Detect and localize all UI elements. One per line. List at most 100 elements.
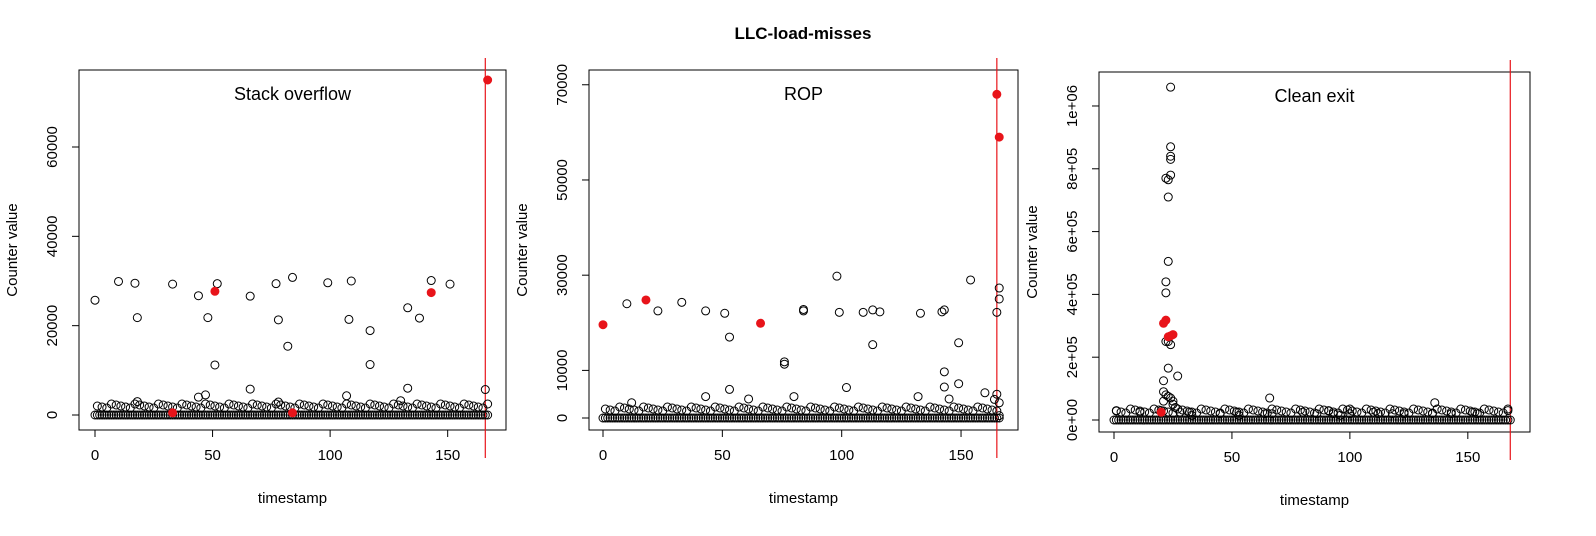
chart-0-point [149,410,159,420]
chart-1-point [872,413,882,423]
chart-0-point [278,410,288,420]
chart-2-point [1503,415,1513,425]
chart-0-point [391,410,401,420]
chart-0-point [102,410,112,420]
chart-2-point [1371,415,1381,425]
chart-2-point [1484,415,1494,425]
chart-1-point [994,294,1004,304]
chart-1-point [760,413,770,423]
chart-2-point [1489,415,1499,425]
chart-1-point [915,405,925,415]
chart-2-y-tick-label: 1e+06 [1064,85,1081,127]
chart-1-point [643,413,653,423]
chart-0-point [250,410,260,420]
chart-1-point [710,413,720,423]
chart-1-point [779,357,789,367]
chart-1-point [865,413,875,423]
chart-2-point [1187,407,1197,417]
chart-1-point [863,404,873,414]
chart-1-point [720,413,730,423]
chart-2-point [1343,415,1353,425]
chart-1-point [815,413,825,423]
chart-1-point [767,413,777,423]
chart-1-point [677,405,687,415]
panel-clean-exit: Clean exit 0 50 100 150 timestamp 0e+00 2e+05 4e… [1024,60,1531,509]
chart-2-point [1470,407,1480,417]
chart-0-point [396,396,406,406]
chart-1-point [777,413,787,423]
chart-2-point [1300,415,1310,425]
chart-2-point [1163,192,1173,202]
chart-0-point [374,410,384,420]
chart-1-y-tick-label: 70000 [554,64,571,106]
chart-1-point [837,413,847,423]
chart-2-point [1319,405,1329,415]
chart-2-x-tick-label: 50 [1224,449,1241,466]
chart-0-point [201,399,211,409]
chart-0-point [280,401,290,411]
chart-2-point [1201,415,1211,425]
chart-2-x-tick-label: 0 [1110,449,1118,466]
chart-0-point [116,401,126,411]
chart-1-point [605,405,615,415]
chart-1-point [992,413,1002,423]
chart-1-point [791,413,801,423]
chart-2-point [1203,415,1213,425]
chart-1-point [892,405,902,415]
chart-2-point [1432,404,1442,414]
chart-2-point [1173,415,1183,425]
chart-0-point [299,410,309,420]
chart-0-point [370,400,380,410]
chart-2-point [1255,415,1265,425]
chart-1-point [944,394,954,404]
chart-2-point [1192,415,1202,425]
chart-1-point [853,413,863,423]
chart-0-point [417,410,427,420]
chart-0-point [426,276,436,286]
chart-0-point [422,410,432,420]
panel-rop: ROP 0 50 100 150 timestamp 0 10000 30000 50000 700… [514,58,1019,507]
chart-2-point [1295,415,1305,425]
chart-0-point [182,400,192,410]
chart-0-point [186,401,196,411]
chart-2-point [1439,415,1449,425]
chart-2-point [1366,405,1376,415]
chart-0-point [436,399,446,409]
chart-0-point [271,410,281,420]
chart-0-point [210,360,220,370]
chart-1-point [841,383,851,393]
chart-0-point [398,410,408,420]
chart-0-point [346,400,356,410]
chart-1-point [782,402,792,412]
chart-1-point [989,394,999,404]
chart-1-point [619,403,629,413]
chart-1-point [834,413,844,423]
chart-2-point [1413,415,1423,425]
chart-0-point [189,410,199,420]
chart-0-point [193,291,203,301]
chart-1-point [744,413,754,423]
chart-1-point [978,403,988,413]
chart-2-point [1114,415,1124,425]
chart-0-point [245,291,255,301]
chart-1-point [741,413,751,423]
chart-1-point [973,402,983,412]
chart-1-point [930,403,940,413]
chart-1-point [925,413,935,423]
chart-1-point [615,402,625,412]
chart-2-point [1324,415,1334,425]
chart-2-point [1423,407,1433,417]
chart-1-highlighted-point [598,320,608,330]
chart-2-point [1281,407,1291,417]
chart-2-point [1432,415,1442,425]
chart-2-point [1444,415,1454,425]
chart-2-point [1427,415,1437,425]
chart-1-point [603,413,613,423]
chart-1-point [705,413,715,423]
chart-2-point [1161,277,1171,287]
chart-2-point [1163,256,1173,266]
chart-2-point [1345,404,1355,414]
chart-0-point [283,341,293,351]
chart-2-point [1392,415,1402,425]
chart-0-x-tick-label: 50 [204,447,221,464]
